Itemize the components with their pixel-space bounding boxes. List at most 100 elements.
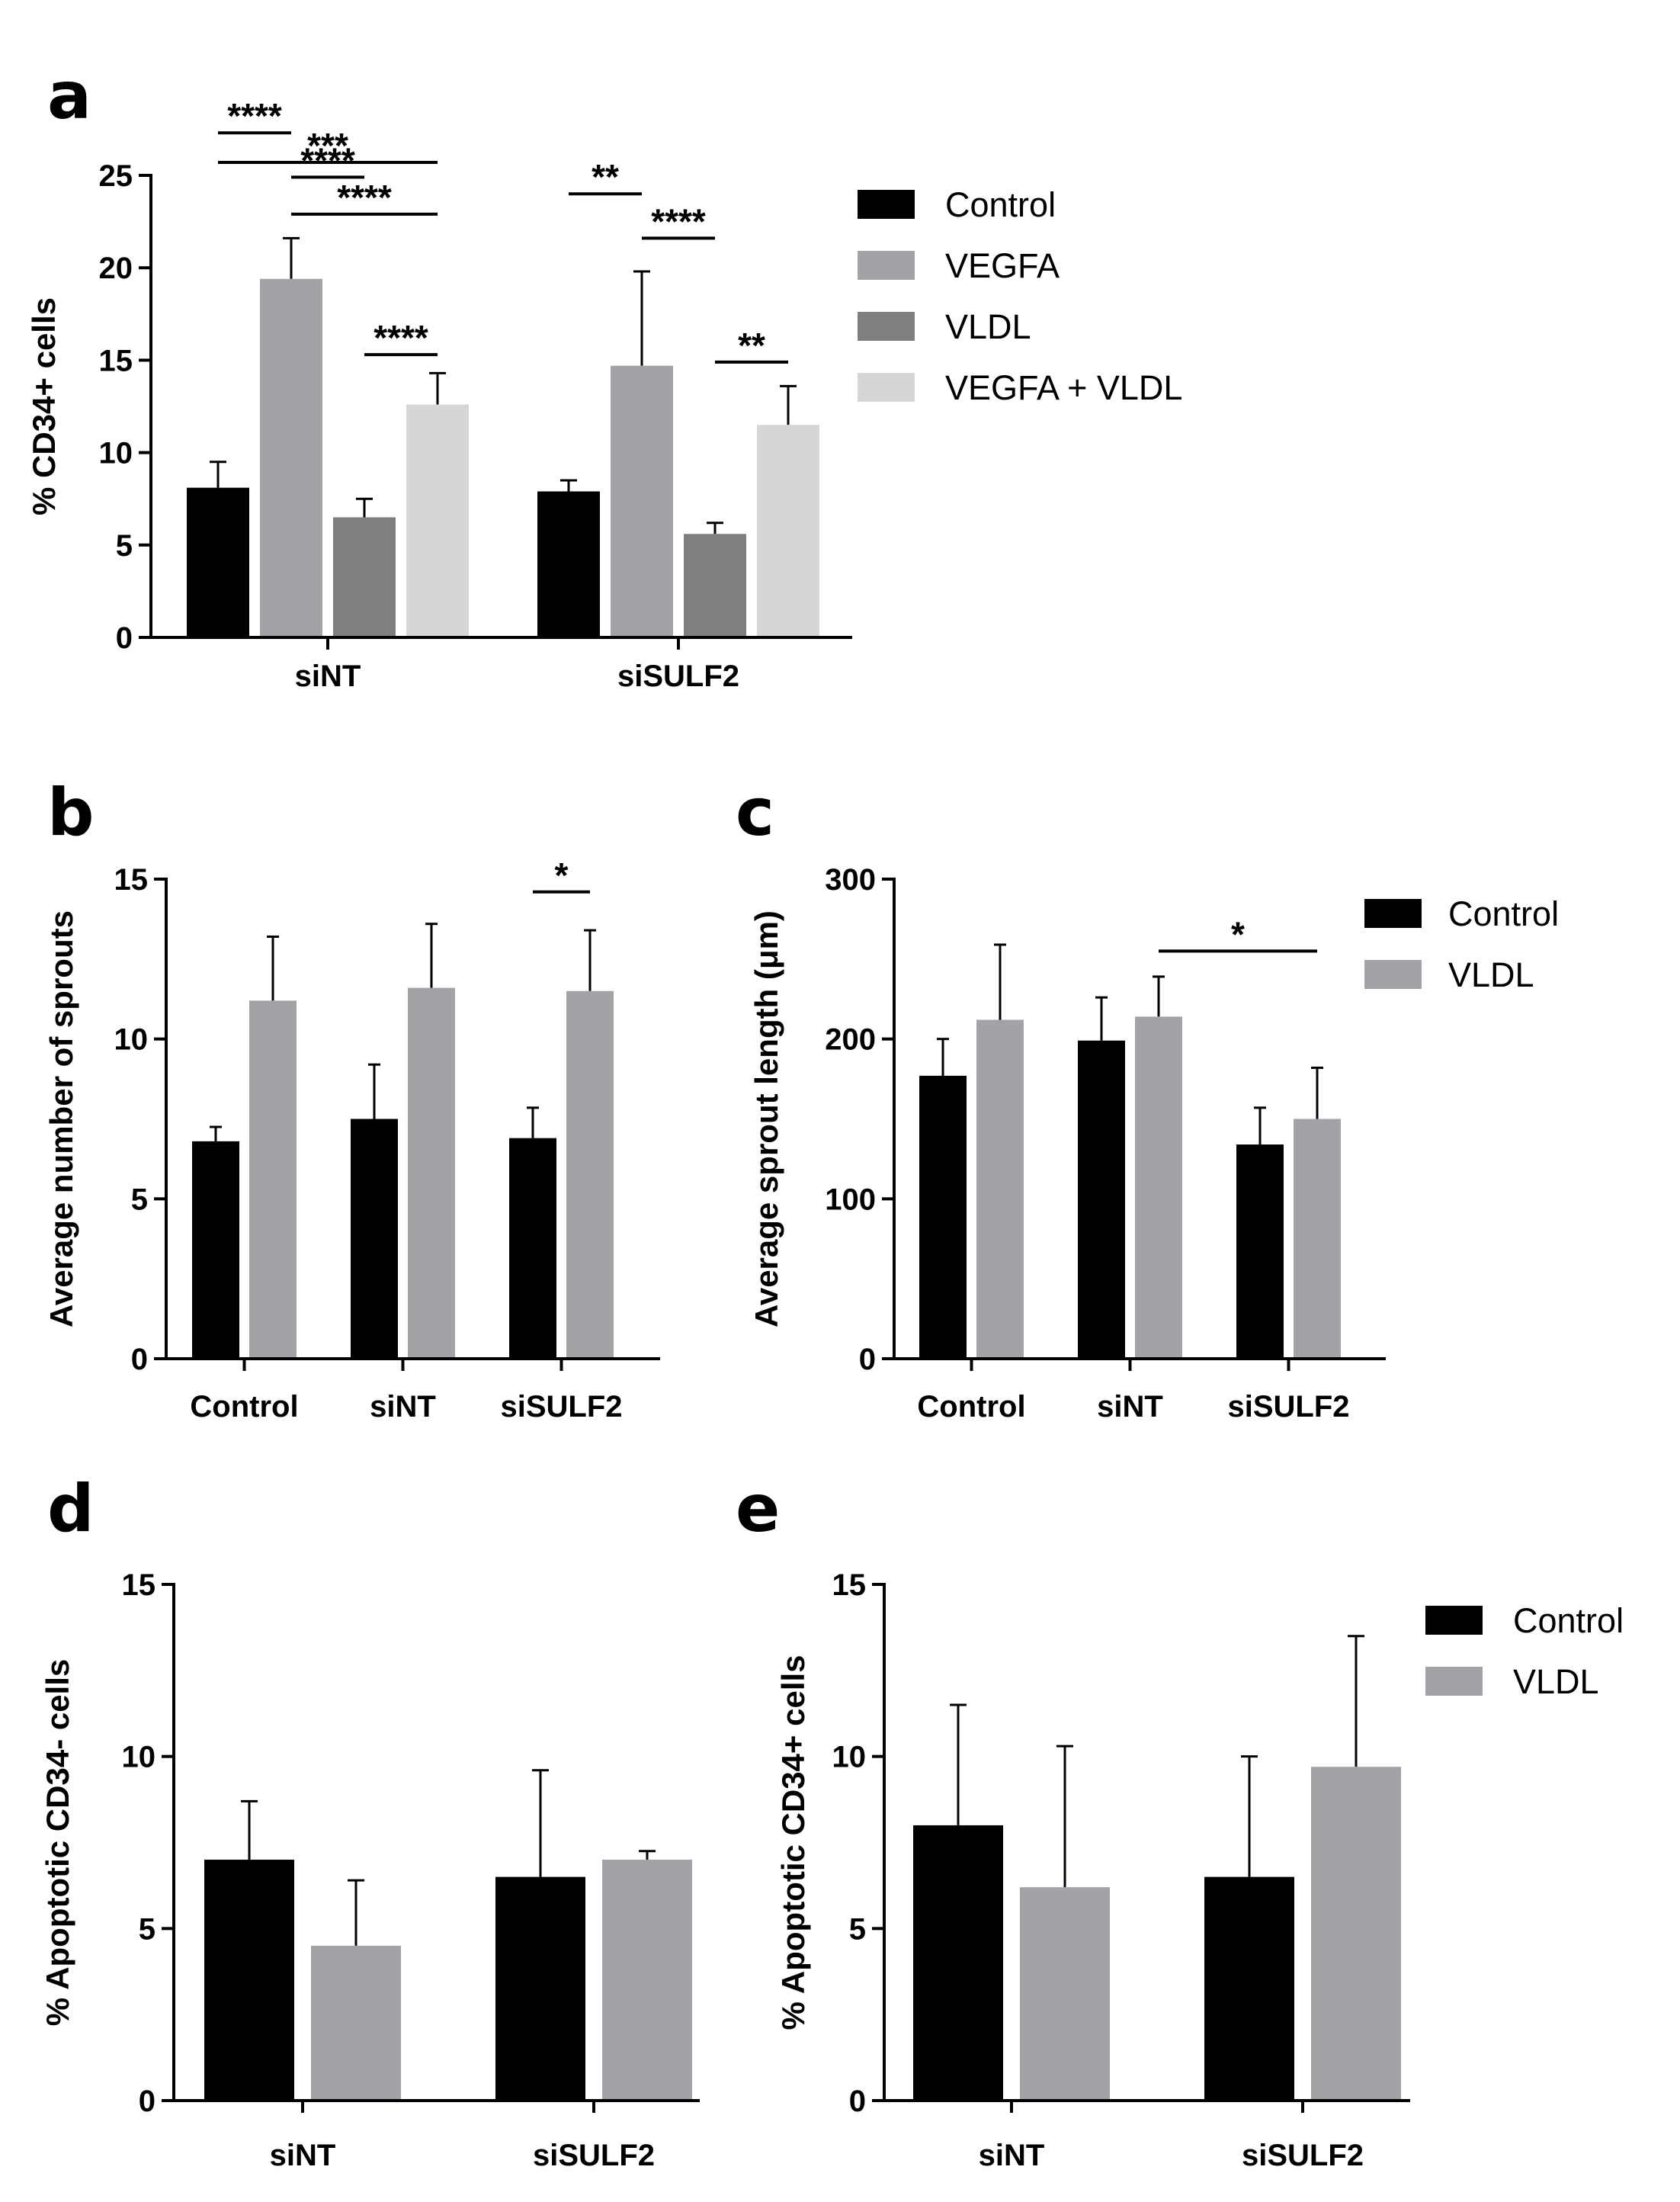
y-tick-label: 0 [139,2085,155,2118]
y-tick-label: 10 [122,1741,156,1774]
legend: Control VLDL [1425,1601,1624,1701]
significance-label: **** [337,178,392,217]
significance-label: **** [651,201,706,241]
bar-vldl-sint [311,1945,401,2101]
bar-vldl-sisulf2 [1294,1119,1341,1359]
bar-vldl-sint [1135,1016,1182,1359]
panel-e: e 0 5 10 15 siNT siSULF2 % Apoptotic CD34+ cell… [736,1471,1624,2172]
panel-letter: d [47,1471,95,1547]
y-tick-label: 25 [99,159,133,193]
bar-control-control [919,1075,967,1359]
bar-vldl-sint [408,987,455,1359]
y-tick-label: 15 [114,863,149,897]
panel-letter: b [47,775,95,851]
panel-letter: a [47,58,91,134]
bar-control-sisulf2 [1204,1876,1294,2101]
significance-label: **** [227,96,282,136]
bar-control-sint [1078,1040,1125,1359]
bar-vldl-sisulf2 [1311,1767,1401,2101]
bar-vegfa-sint [260,278,322,637]
significance-label: **** [374,318,428,358]
y-tick-label: 15 [122,1568,156,1602]
legend: Control VEGFA VLDL VEGFA + VLDL [858,185,1182,407]
bar-vldl-control [249,1000,297,1359]
y-tick-label: 5 [116,529,133,563]
y-tick-label: 5 [131,1183,148,1216]
panel-c: c 0 100 200 300 Control siNT siSULF2 Average spr… [736,775,1559,1424]
y-tick-label: 10 [114,1023,149,1057]
y-tick-label: 15 [99,344,133,377]
legend-swatch [1425,1606,1483,1635]
bar-vegfa-vldl-sint [406,404,469,637]
y-tick-label: 0 [859,1343,876,1376]
bar-control-sint [913,1825,1003,2101]
y-tick-label: 0 [116,621,133,655]
bar-control-sisulf2 [509,1138,556,1359]
legend-swatch [858,251,915,280]
bar-control-sint [187,487,249,637]
y-tick-label: 200 [825,1023,876,1057]
x-tick-label: Control [917,1390,1025,1424]
y-tick-label: 0 [849,2085,866,2118]
y-axis-title: Average number of sprouts [43,910,79,1327]
x-tick-label: siSULF2 [1242,2139,1364,2172]
bar-vldl-sint [1020,1887,1110,2101]
panel-letter: e [736,1471,780,1547]
x-tick-label: siNT [370,1390,436,1424]
legend: Control VLDL [1364,894,1559,994]
y-tick-label: 300 [825,863,876,897]
panel-b: b 0 5 10 15 Control siNT siSULF2 Average number … [43,775,660,1424]
panel-d: d 0 5 10 15 siNT siSULF2 % Apoptotic CD34- cell… [40,1471,700,2172]
y-tick-label: 10 [832,1741,867,1774]
legend-swatch [858,312,915,341]
y-axis-title: % CD34+ cells [26,297,62,515]
significance-label: *** [307,126,348,165]
x-tick-label: Control [190,1390,298,1424]
x-tick-label: siSULF2 [533,2139,655,2172]
bar-vegfa-vldl-sisulf2 [757,425,819,637]
legend-swatch [858,373,915,402]
bar-control-control [192,1141,239,1359]
significance-label: * [555,855,569,895]
legend-swatch [1425,1667,1483,1696]
legend-swatch [1364,899,1422,928]
bar-vldl-control [976,1019,1024,1359]
bar-vldl-sisulf2 [684,534,746,637]
bar-control-sisulf2 [537,491,600,637]
bar-vegfa-sisulf2 [611,365,673,637]
panel-letter: c [736,775,774,851]
bar-vldl-sint [333,517,396,637]
y-tick-label: 10 [99,437,133,470]
legend-label: VEGFA [945,246,1060,285]
y-tick-label: 0 [131,1343,148,1376]
significance-label: ** [592,157,619,197]
legend-label: VLDL [1448,955,1534,994]
legend-label: Control [1448,894,1559,933]
significance-label: **** [300,140,355,180]
x-tick-label: siSULF2 [1227,1390,1349,1424]
y-tick-label: 15 [832,1568,867,1602]
x-tick-label: siSULF2 [500,1390,622,1424]
y-tick-label: 100 [825,1183,876,1216]
bar-control-sisulf2 [495,1876,585,2101]
x-tick-label: siNT [979,2139,1045,2172]
significance-label: * [1231,914,1245,954]
bar-control-sisulf2 [1236,1144,1284,1359]
x-tick-label: siSULF2 [617,660,739,693]
bar-control-sint [351,1119,398,1359]
y-tick-label: 5 [849,1912,866,1946]
significance-label: ** [738,326,765,365]
x-tick-label: siNT [1097,1390,1163,1424]
bar-vldl-sisulf2 [566,990,614,1359]
x-tick-label: siNT [295,660,361,693]
legend-label: VEGFA + VLDL [945,368,1182,407]
y-axis-title: % Apoptotic CD34+ cells [775,1655,811,2030]
x-tick-label: siNT [270,2139,336,2172]
legend-swatch [858,190,915,219]
y-axis-title: % Apoptotic CD34- cells [40,1659,75,2027]
legend-label: VLDL [945,307,1031,346]
bar-vldl-sisulf2 [602,1860,692,2101]
y-axis-title: Average sprout length (μm) [749,910,784,1327]
